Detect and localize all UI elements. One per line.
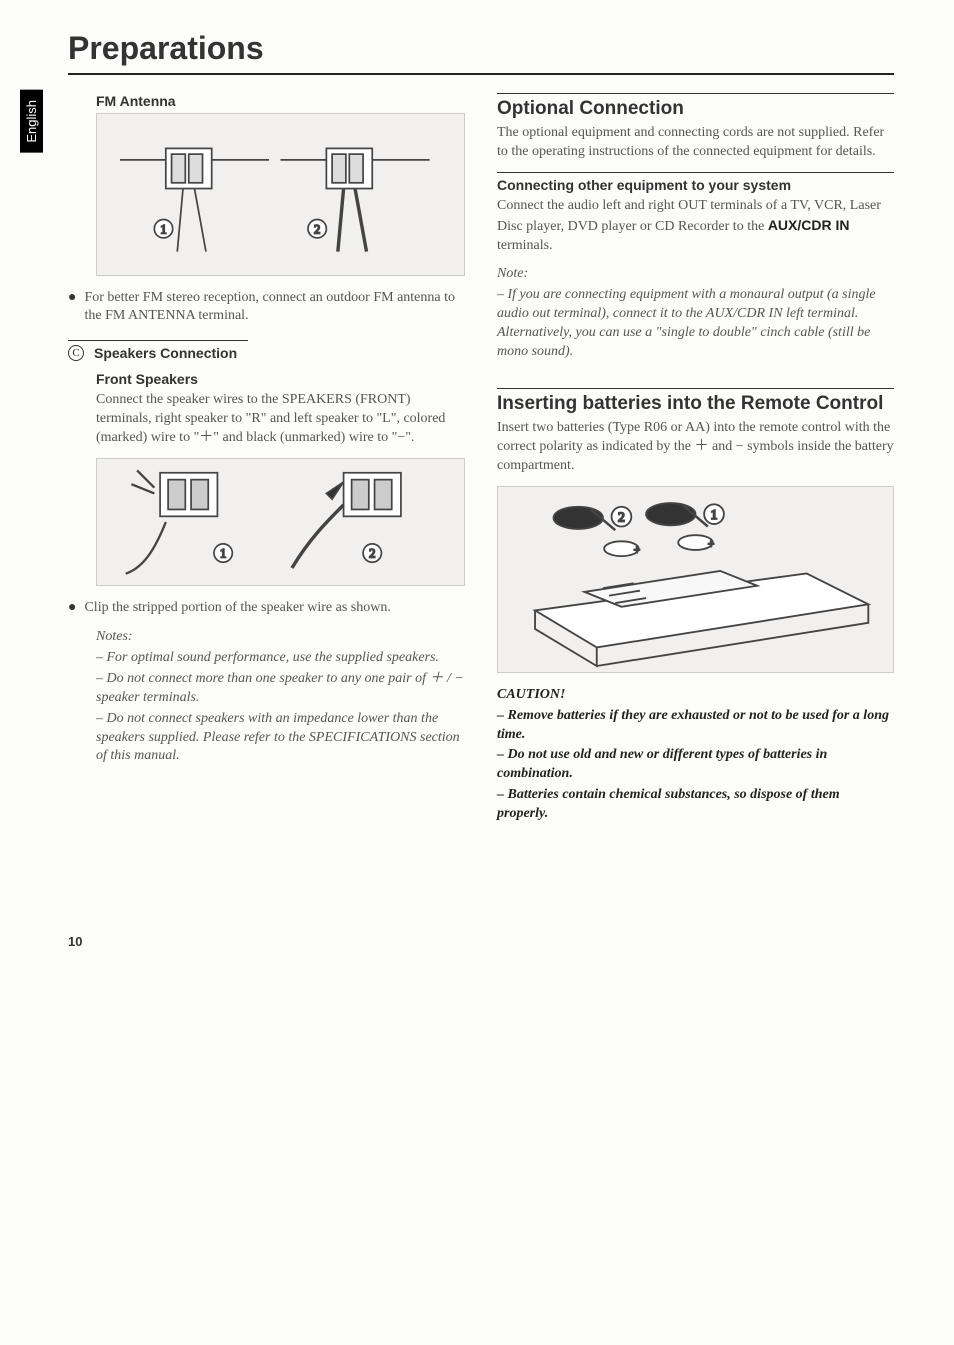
content-columns: FM Antenna 1 2 ● For better FM stereo re… [68, 93, 894, 834]
page-number: 10 [68, 934, 894, 949]
battery-diagram: 2 1 + + [497, 486, 894, 673]
other-equipment-text: Connect the audio left and right OUT ter… [497, 197, 894, 256]
other-text-post: terminals. [497, 238, 553, 253]
fm-antenna-diagram: 1 2 [96, 113, 465, 276]
note-3: – Do not connect speakers with an impeda… [96, 710, 465, 767]
note-2: – Do not connect more than one speaker t… [96, 670, 465, 708]
caution-2: – Do not use old and new or different ty… [497, 746, 894, 784]
optional-rule [497, 93, 894, 94]
speakers-rule [68, 340, 248, 341]
left-column: FM Antenna 1 2 ● For better FM stereo re… [68, 93, 465, 834]
optional-connection-text: The optional equipment and connecting co… [497, 124, 894, 162]
svg-text:2: 2 [618, 509, 625, 524]
right-note-label: Note: [497, 265, 894, 284]
svg-text:2: 2 [369, 547, 375, 561]
other-equipment-heading: Connecting other equipment to your syste… [497, 177, 894, 193]
bullet-icon: ● [68, 289, 76, 308]
caution-3: – Batteries contain chemical substances,… [497, 786, 894, 824]
title-rule [68, 73, 894, 75]
battery-rule [497, 388, 894, 389]
notes-label: Notes: [96, 628, 465, 647]
caution-label: CAUTION! [497, 686, 894, 705]
battery-text: Insert two batteries (Type R06 or AA) in… [497, 419, 894, 476]
svg-text:+: + [708, 538, 714, 550]
language-tab: English [20, 90, 43, 153]
right-note-text: – If you are connecting equipment with a… [497, 286, 894, 362]
front-speakers-heading: Front Speakers [96, 371, 465, 387]
fm-bullet-text: For better FM stereo reception, connect … [84, 289, 465, 327]
section-marker-c: C [68, 345, 84, 361]
note-1: – For optimal sound performance, use the… [96, 649, 465, 668]
svg-text:1: 1 [711, 507, 718, 522]
fm-bullet-row: ● For better FM stereo reception, connec… [68, 289, 465, 327]
other-text-bold: AUX/CDR IN [768, 217, 850, 233]
fm-antenna-heading: FM Antenna [96, 93, 465, 109]
optional-connection-heading: Optional Connection [497, 98, 894, 120]
speakers-heading-row: C Speakers Connection [68, 345, 465, 361]
caution-1: – Remove batteries if they are exhausted… [497, 707, 894, 745]
svg-text:1: 1 [220, 547, 226, 561]
page-title: Preparations [68, 30, 894, 67]
svg-text:+: + [634, 544, 640, 556]
speaker-wire-diagram: 1 2 [96, 458, 465, 586]
battery-heading: Inserting batteries into the Remote Cont… [497, 393, 894, 415]
svg-text:1: 1 [160, 222, 166, 236]
speakers-heading: Speakers Connection [94, 345, 237, 361]
bullet-icon: ● [68, 599, 76, 618]
clip-bullet-row: ● Clip the stripped portion of the speak… [68, 599, 465, 618]
clip-bullet-text: Clip the stripped portion of the speaker… [84, 599, 390, 618]
other-equip-rule [497, 172, 894, 173]
svg-text:2: 2 [314, 222, 320, 236]
right-column: Optional Connection The optional equipme… [497, 93, 894, 834]
front-speakers-text: Connect the speaker wires to the SPEAKER… [96, 391, 465, 448]
